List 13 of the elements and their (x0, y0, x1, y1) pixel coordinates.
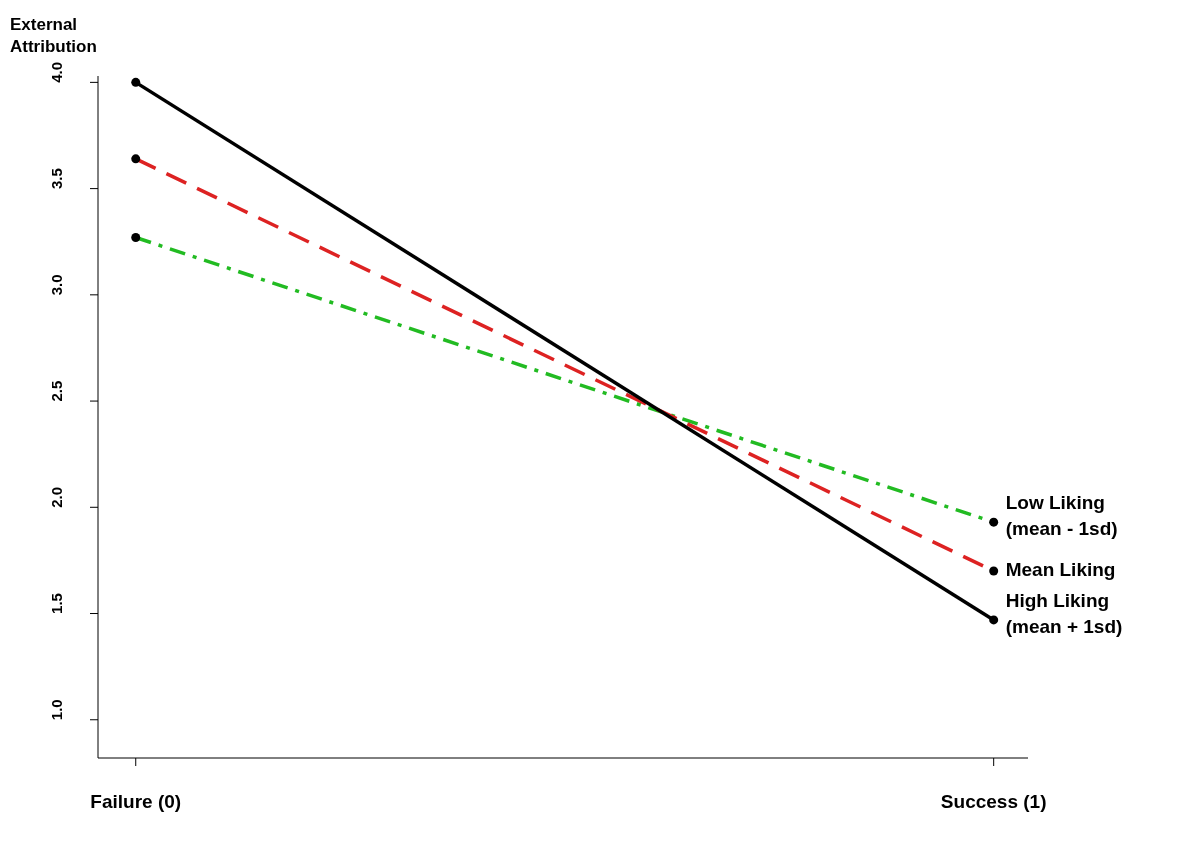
y-tick-label: 2.0 (48, 486, 65, 508)
y-tick-label: 3.5 (48, 168, 65, 190)
y-axis-title: External Attribution (10, 14, 98, 58)
series-label: Low Liking (mean - 1sd) (1005, 492, 1118, 540)
series-label: High Liking (mean + 1sd) (1005, 589, 1123, 637)
y-tick-label: 1.5 (48, 593, 65, 614)
x-tick-label: Failure (0) (90, 791, 182, 812)
series-label: Mean Liking (1005, 559, 1116, 581)
y-tick-label: 4.0 (48, 61, 65, 83)
x-tick-label: Success (1) (940, 791, 1047, 812)
y-tick-label: 2.5 (48, 380, 65, 402)
y-tick-label: 1.0 (48, 699, 65, 721)
y-tick-label: 3.0 (48, 274, 65, 296)
